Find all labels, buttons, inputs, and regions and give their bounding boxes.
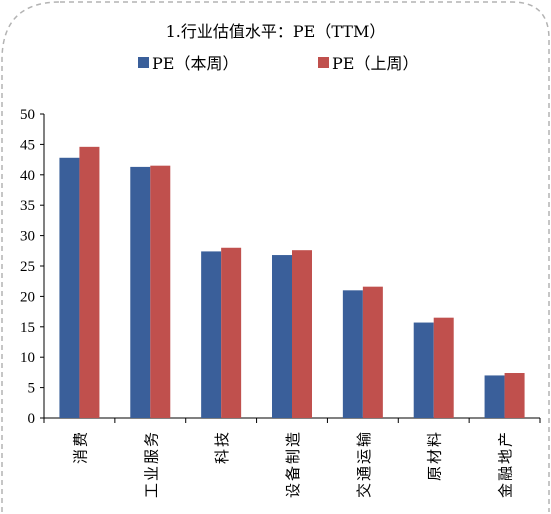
bar-pe-last-week [504, 373, 525, 418]
x-category-label: 工业服务 [142, 430, 160, 498]
bar-pe-last-week [79, 146, 100, 418]
x-category-label: 交通运输 [355, 430, 373, 498]
y-tick-label: 5 [28, 381, 36, 397]
y-tick-label: 45 [20, 137, 35, 153]
y-tick-label: 30 [20, 229, 35, 245]
legend-item-last-week: PE（上周） [318, 50, 418, 74]
y-tick-label: 40 [20, 168, 35, 184]
x-category-label: 设备制造 [284, 430, 302, 498]
bar-pe-last-week [292, 250, 312, 418]
y-tick-label: 10 [20, 350, 35, 366]
chart-legend: PE（本周） PE（上周） [0, 50, 551, 74]
x-category-label: 消费 [71, 430, 89, 464]
x-category-label: 金融地产 [497, 430, 515, 498]
bar-pe-this-week [272, 255, 292, 418]
legend-item-this-week: PE（本周） [138, 50, 238, 74]
x-category-label: 原材料 [426, 430, 444, 481]
bar-pe-this-week [130, 166, 151, 418]
legend-swatch-last-week [318, 56, 329, 68]
bar-pe-this-week [342, 290, 363, 418]
bar-pe-last-week [150, 165, 171, 418]
bar-pe-this-week [413, 322, 434, 418]
y-tick-label: 25 [20, 259, 35, 275]
y-tick-label: 15 [20, 320, 35, 336]
legend-swatch-this-week [138, 56, 149, 68]
chart-title: 1.行业估值水平：PE（TTM） [165, 22, 386, 41]
bar-pe-this-week [484, 375, 505, 418]
bar-pe-last-week [362, 286, 383, 418]
x-category-label: 科技 [213, 430, 231, 464]
y-tick-label: 0 [28, 411, 36, 427]
y-tick-label: 50 [20, 107, 35, 123]
bar-pe-this-week [201, 251, 222, 418]
bar-pe-last-week [221, 247, 242, 418]
legend-label-this-week: PE（本周） [152, 54, 239, 73]
legend-label-last-week: PE（上周） [332, 54, 419, 73]
bar-pe-this-week [59, 157, 80, 418]
y-tick-label: 20 [20, 289, 35, 305]
bar-pe-last-week [433, 317, 454, 418]
y-tick-label: 35 [20, 198, 35, 214]
